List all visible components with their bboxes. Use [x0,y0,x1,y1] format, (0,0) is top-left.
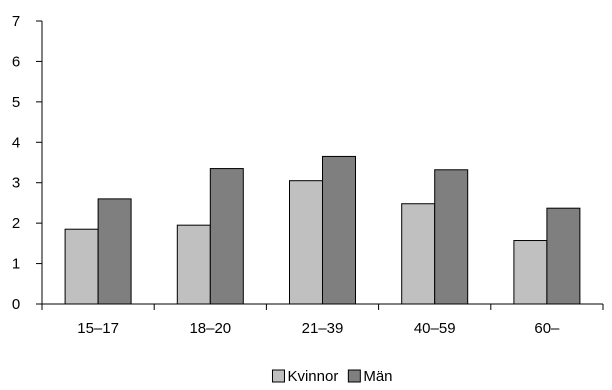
y-axis: 0 1 2 3 4 5 6 7 [12,13,43,313]
y-tick-label: 4 [12,134,20,151]
bar-kvinnor-5 [513,240,548,305]
legend-label: Kvinnor [287,368,338,385]
bar-kvinnor-4 [401,203,436,305]
x-tick-label: 15–17 [77,320,119,337]
bar-kvinnor-1 [64,228,99,305]
y-tick-label: 0 [12,296,20,313]
legend-swatch [347,369,361,383]
y-tick-label: 7 [12,13,20,30]
bar-m-n-4 [434,169,469,305]
bar-kvinnor-3 [289,180,323,305]
y-tick-label: 1 [12,256,20,273]
bar-kvinnor-2 [176,224,211,305]
x-tick-label: 21–39 [302,320,344,337]
legend-swatch [271,369,285,383]
x-axis: 15–17 18–20 21–39 40–59 60– [41,303,604,337]
x-tick-label: 40–59 [414,320,456,337]
bar-m-n-3 [322,155,356,305]
y-tick-label: 2 [12,215,20,232]
bar-m-n-1 [97,198,132,305]
bars [64,155,581,305]
x-tick-label: 18–20 [189,320,231,337]
x-tick-label: 60– [534,320,560,337]
legend: Kvinnor Män [271,368,393,385]
bar-m-n-2 [209,168,244,305]
y-tick-label: 3 [12,175,20,192]
y-tick-label: 5 [12,94,20,111]
bar-m-n-5 [546,207,581,305]
legend-label: Män [363,368,392,385]
y-tick-label: 6 [12,53,20,70]
